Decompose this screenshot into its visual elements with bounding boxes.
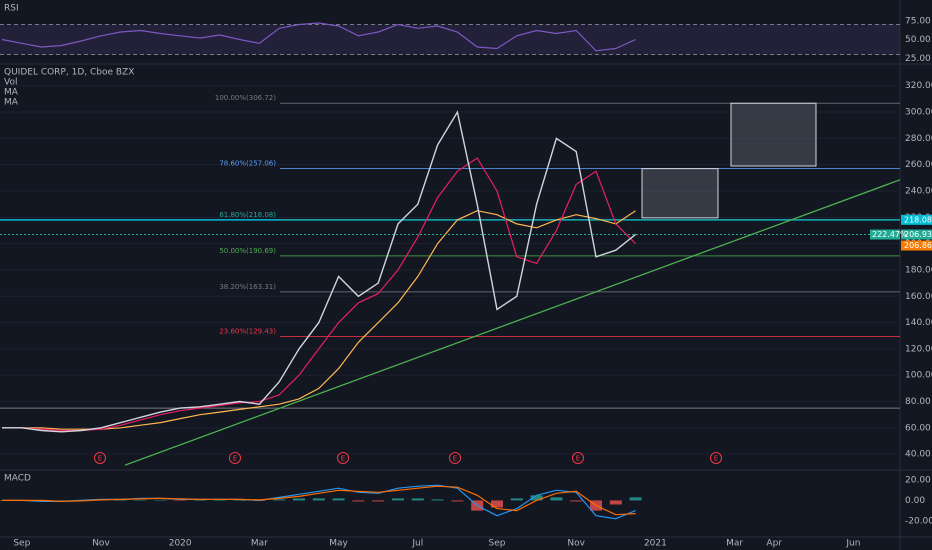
- target-box: [641, 168, 719, 219]
- x-tick-label: Jun: [845, 539, 860, 549]
- histogram-bar: [570, 500, 583, 502]
- y-tick-label: 25.00: [905, 54, 931, 64]
- rsi-title: RSI: [4, 4, 19, 14]
- y-tick-label: 75.00: [905, 16, 931, 26]
- indicator-label: MA: [4, 98, 19, 108]
- earnings-label: E: [341, 455, 345, 463]
- change-tag: [870, 229, 900, 240]
- earnings-label: E: [714, 455, 718, 463]
- line-series: [2, 210, 636, 430]
- y-tick-label: 120.00: [905, 344, 932, 354]
- histogram-bar: [154, 500, 167, 501]
- histogram-bar: [332, 498, 345, 501]
- earnings-label: E: [453, 455, 457, 463]
- x-tick-label: Nov: [92, 539, 110, 549]
- histogram-bar: [392, 498, 404, 501]
- x-tick-label: Nov: [567, 539, 585, 549]
- y-tick-label: 160.00: [905, 292, 932, 302]
- earnings-marker: [710, 452, 722, 464]
- earnings-marker: [229, 452, 241, 464]
- y-tick-label: 40.00: [905, 450, 931, 460]
- histogram-bar: [312, 498, 325, 501]
- fib-label: 23.60%(129.43): [219, 327, 276, 335]
- target-box: [730, 102, 817, 167]
- y-tick-label: 180.00: [905, 265, 932, 275]
- price-tag: [901, 214, 932, 225]
- histogram-bar: [451, 500, 464, 502]
- y-tick-label: 300.00: [905, 108, 932, 118]
- histogram-bar: [530, 495, 543, 501]
- histogram-bar: [134, 499, 147, 501]
- x-tick-label: Apr: [766, 539, 782, 549]
- x-tick-label: Sep: [489, 539, 506, 549]
- histogram-bar: [609, 500, 622, 505]
- macd-title: MACD: [4, 474, 31, 484]
- chart-title: QUIDEL CORP, 1D, Cboe BZX: [4, 68, 134, 78]
- line-series: [2, 485, 636, 516]
- histogram-bar: [174, 500, 187, 501]
- earnings-marker: [337, 452, 349, 464]
- histogram-bar: [233, 500, 246, 501]
- y-tick-label: 280.00: [905, 134, 932, 144]
- y-tick-label: 140.00: [905, 318, 932, 328]
- fib-label: 100.00%(306.72): [215, 94, 276, 102]
- histogram-bar: [372, 500, 385, 502]
- line-series: [1, 22, 636, 52]
- fib-label: 61.80%(218.08): [219, 211, 276, 219]
- price-tag: [901, 229, 932, 240]
- earnings-marker: [449, 452, 461, 464]
- x-tick-label: May: [329, 539, 348, 549]
- x-tick-label: Mar: [251, 539, 268, 549]
- histogram-bar: [114, 500, 127, 501]
- fib-label: 38.20%(163.31): [219, 283, 276, 291]
- price-tag-label: 218.08: [904, 215, 932, 224]
- earnings-label: E: [98, 455, 102, 463]
- histogram-bar: [55, 500, 68, 501]
- y-tick-label: 240.00: [905, 187, 932, 197]
- y-tick-label: -20.00: [905, 516, 932, 526]
- price-tag-label: 206.93: [904, 230, 932, 239]
- x-tick-label: Jul: [411, 539, 423, 549]
- y-tick-label: 50.00: [905, 35, 931, 45]
- y-tick-label: 260.00: [905, 160, 932, 170]
- earnings-marker: [94, 452, 106, 464]
- fib-label: 50.00%(190.69): [219, 247, 276, 255]
- change-label: 222.47%: [872, 230, 908, 239]
- histogram-bar: [352, 500, 365, 502]
- y-tick-label: 20.00: [905, 476, 931, 486]
- histogram-bar: [550, 497, 563, 501]
- fib-label: 78.60%(257.06): [219, 160, 276, 168]
- y-tick-label: 320.00: [905, 81, 932, 91]
- y-tick-label: 0.00: [905, 496, 925, 506]
- indicator-label: MA: [4, 88, 19, 98]
- histogram-bar: [431, 499, 444, 501]
- earnings-marker: [572, 452, 584, 464]
- price-tag: [901, 240, 932, 251]
- earnings-label: E: [576, 455, 580, 463]
- histogram-bar: [213, 500, 226, 501]
- rsi-band: [0, 24, 900, 55]
- histogram-bar: [293, 498, 305, 501]
- x-tick-label: 2021: [644, 539, 667, 549]
- histogram-bar: [411, 498, 424, 501]
- histogram-bar: [194, 500, 206, 501]
- histogram-bar: [510, 498, 523, 501]
- y-tick-label: 100.00: [905, 371, 932, 381]
- indicator-label: Vol: [4, 78, 17, 88]
- x-tick-label: 2020: [169, 539, 192, 549]
- x-tick-label: Sep: [13, 539, 30, 549]
- earnings-label: E: [233, 455, 237, 463]
- x-tick-label: Mar: [726, 539, 743, 549]
- y-tick-label: 60.00: [905, 423, 931, 433]
- line-series: [2, 157, 637, 432]
- y-tick-label: 80.00: [905, 397, 931, 407]
- trendline: [124, 179, 901, 466]
- histogram-bar: [629, 497, 642, 501]
- histogram-bar: [273, 499, 286, 501]
- price-tag-label: 206.86: [904, 241, 932, 250]
- histogram-bar: [491, 500, 503, 508]
